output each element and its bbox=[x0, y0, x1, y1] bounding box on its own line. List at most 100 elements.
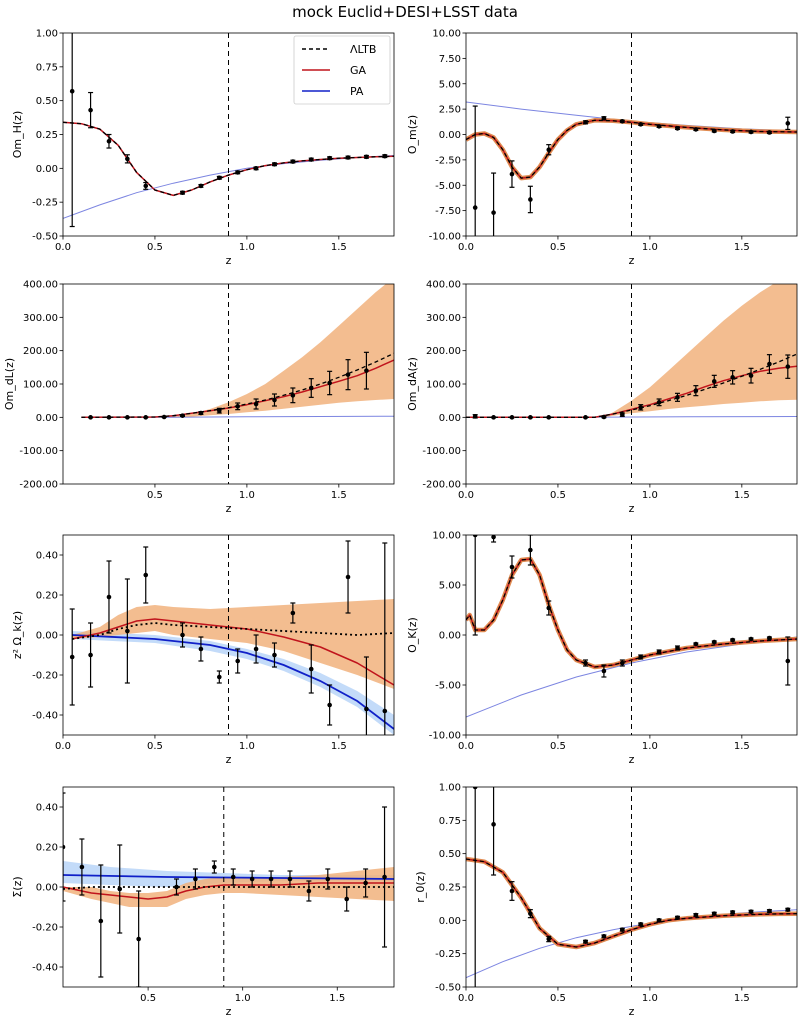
data-marker bbox=[491, 822, 496, 827]
data-marker bbox=[583, 120, 588, 125]
data-point bbox=[327, 155, 333, 161]
x-axis-label: z bbox=[226, 753, 232, 766]
ltb-line bbox=[466, 353, 797, 418]
data-point bbox=[785, 116, 791, 131]
y-tick-label: 300.00 bbox=[23, 313, 58, 324]
data-point bbox=[601, 115, 607, 121]
data-marker bbox=[253, 401, 259, 407]
data-marker bbox=[69, 654, 75, 660]
data-marker bbox=[509, 415, 515, 420]
data-point bbox=[63, 792, 66, 902]
data-marker bbox=[272, 652, 277, 658]
data-point bbox=[117, 844, 123, 934]
data-point bbox=[344, 886, 350, 912]
x-tick-label: 1.0 bbox=[239, 741, 255, 752]
data-point bbox=[674, 645, 680, 651]
data-point bbox=[601, 414, 607, 420]
x-tick-label: 1.5 bbox=[734, 993, 750, 1004]
data-point bbox=[509, 415, 515, 420]
data-marker bbox=[161, 414, 167, 420]
y-tick-label: -0.25 bbox=[435, 949, 461, 960]
data-point bbox=[674, 915, 680, 920]
x-tick-label: 1.0 bbox=[239, 490, 255, 501]
data-point bbox=[345, 155, 351, 160]
data-marker bbox=[287, 876, 293, 882]
y-tick-label: -5.00 bbox=[435, 681, 461, 692]
data-marker bbox=[785, 907, 791, 912]
data-marker bbox=[730, 129, 735, 134]
data-marker bbox=[675, 645, 680, 651]
data-point bbox=[748, 909, 754, 914]
data-point bbox=[216, 407, 222, 414]
data-point bbox=[638, 404, 644, 411]
data-marker bbox=[711, 911, 717, 916]
data-point bbox=[69, 608, 75, 706]
data-point bbox=[491, 787, 497, 876]
data-point bbox=[124, 415, 130, 420]
data-marker bbox=[308, 666, 314, 672]
data-point bbox=[546, 144, 552, 156]
data-marker bbox=[767, 130, 772, 135]
data-point bbox=[173, 878, 179, 896]
data-point bbox=[711, 374, 717, 388]
panel-z2ok: 0.0 0.5 1.0 1.5 -0.40 -0.20 0.00 0.20 0.40 z z² Ω_… bbox=[11, 534, 395, 766]
data-point bbox=[363, 656, 369, 735]
y-tick-label: 0.00 bbox=[439, 413, 461, 424]
x-tick-label: 1.0 bbox=[642, 741, 658, 752]
data-marker bbox=[125, 156, 130, 162]
data-marker bbox=[290, 393, 296, 398]
plot-area bbox=[466, 284, 797, 420]
data-point bbox=[472, 105, 478, 236]
ltb-line bbox=[466, 858, 797, 948]
data-point bbox=[509, 881, 515, 901]
data-point bbox=[619, 659, 625, 667]
data-marker bbox=[272, 161, 277, 167]
data-point bbox=[106, 560, 112, 634]
data-marker bbox=[693, 641, 699, 647]
y-tick-label: 0.00 bbox=[36, 413, 58, 424]
data-point bbox=[106, 415, 112, 420]
x-tick-label: 0.5 bbox=[147, 741, 163, 752]
y-tick-label: -10.00 bbox=[429, 731, 461, 742]
y-tick-label: -200.00 bbox=[422, 480, 461, 491]
x-tick-label: 1.5 bbox=[331, 490, 347, 501]
data-point bbox=[192, 868, 198, 890]
x-tick-label: 1.0 bbox=[642, 490, 658, 501]
panel-sigma: 0.5 1.0 1.5 -0.40 -0.20 0.00 0.20 0.40 z Σ(z) bbox=[11, 786, 395, 1018]
ga-band bbox=[72, 599, 394, 689]
data-point bbox=[345, 540, 351, 614]
data-marker bbox=[601, 414, 607, 420]
ltb-line bbox=[81, 352, 394, 418]
data-point bbox=[382, 153, 388, 159]
data-point bbox=[656, 649, 662, 655]
data-marker bbox=[693, 912, 699, 918]
data-point bbox=[363, 351, 369, 390]
data-marker bbox=[546, 415, 552, 420]
data-point bbox=[491, 415, 497, 420]
y-tick-label: 10.00 bbox=[432, 29, 461, 40]
x-tick-label: 0.0 bbox=[458, 993, 474, 1004]
data-point bbox=[161, 414, 167, 420]
y-tick-label: 0.00 bbox=[439, 631, 461, 642]
data-point bbox=[638, 122, 644, 127]
data-point bbox=[730, 637, 736, 643]
data-point bbox=[638, 654, 644, 660]
plot-area bbox=[69, 540, 394, 735]
y-tick-label: 0.40 bbox=[36, 803, 58, 814]
data-marker bbox=[656, 124, 662, 129]
y-axis-label: O_K(z) bbox=[406, 617, 419, 653]
y-tick-label: 10.00 bbox=[432, 531, 461, 542]
y-tick-label: -0.20 bbox=[32, 671, 58, 682]
y-tick-label: -0.40 bbox=[32, 963, 58, 974]
y-tick-label: -200.00 bbox=[19, 480, 58, 491]
data-marker bbox=[785, 658, 791, 664]
data-point bbox=[472, 787, 478, 987]
ga-band bbox=[603, 284, 797, 418]
data-marker bbox=[656, 918, 662, 923]
data-marker bbox=[106, 415, 112, 420]
y-tick-label: 0.50 bbox=[36, 96, 58, 107]
data-point bbox=[69, 33, 75, 228]
y-tick-label: 0.40 bbox=[36, 551, 58, 562]
y-axis-label: Om_dL(z) bbox=[3, 358, 16, 410]
data-point bbox=[98, 864, 104, 978]
